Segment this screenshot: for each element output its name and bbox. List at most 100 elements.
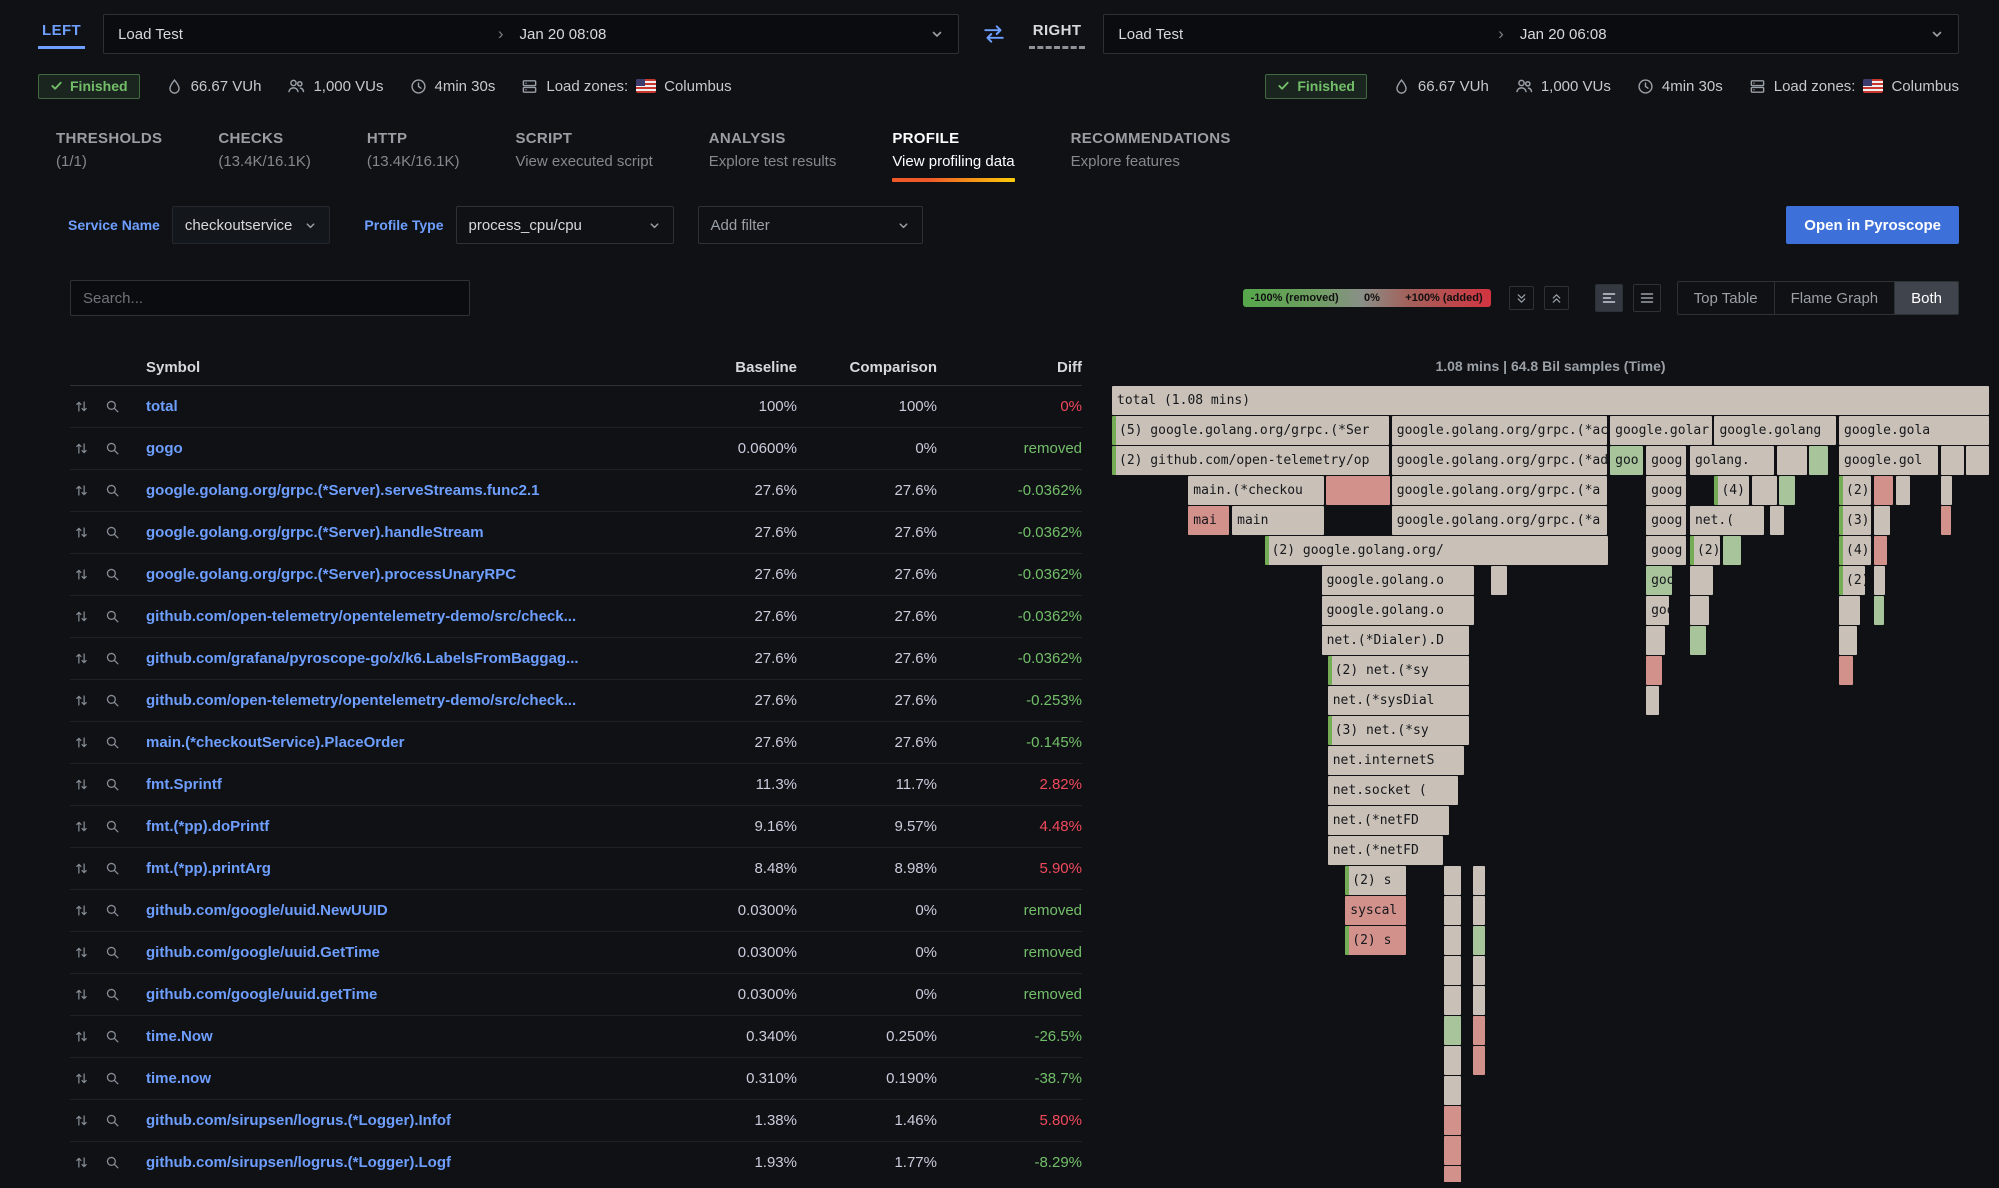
flame-block[interactable]: [1444, 1016, 1462, 1045]
flame-block[interactable]: goo: [1610, 446, 1643, 475]
flame-block[interactable]: [1896, 476, 1911, 505]
row-sandwich-icon[interactable]: [74, 567, 89, 582]
flame-block[interactable]: (2) google.golang.org/: [1264, 536, 1608, 565]
flame-block[interactable]: [1839, 656, 1854, 685]
row-search-icon[interactable]: [105, 483, 120, 498]
flame-block[interactable]: syscal: [1345, 896, 1406, 925]
flame-block[interactable]: (2): [1689, 536, 1720, 565]
row-search-icon[interactable]: [105, 399, 120, 414]
flame-block[interactable]: [1473, 896, 1485, 925]
row-search-icon[interactable]: [105, 567, 120, 582]
symbol-link[interactable]: time.now: [146, 1070, 212, 1087]
flame-block[interactable]: [1779, 476, 1796, 505]
flame-block[interactable]: goog: [1646, 536, 1687, 565]
tab-checks[interactable]: CHECKS (13.4K/16.1K): [218, 130, 311, 182]
flame-block[interactable]: [1689, 626, 1706, 655]
tab-recommendations[interactable]: RECOMMENDATIONS Explore features: [1071, 130, 1231, 182]
flame-block[interactable]: net.internetS: [1327, 746, 1464, 775]
expand-all-button[interactable]: [1543, 286, 1569, 310]
row-search-icon[interactable]: [105, 1155, 120, 1170]
flame-block[interactable]: (3) net.(*sy: [1327, 716, 1469, 745]
flame-block[interactable]: [1473, 1016, 1485, 1045]
view-mode-both[interactable]: Both: [1894, 282, 1958, 314]
symbol-link[interactable]: github.com/sirupsen/logrus.(*Logger).Log…: [146, 1154, 451, 1171]
flame-block[interactable]: [1874, 596, 1885, 625]
flame-block[interactable]: (3): [1839, 506, 1871, 535]
flame-block[interactable]: [1444, 1166, 1462, 1182]
row-sandwich-icon[interactable]: [74, 903, 89, 918]
flame-block[interactable]: (2) net.(*sy: [1327, 656, 1469, 685]
flame-block[interactable]: [1325, 476, 1390, 505]
row-sandwich-icon[interactable]: [74, 399, 89, 414]
symbol-link[interactable]: main.(*checkoutService).PlaceOrder: [146, 734, 405, 751]
flame-block[interactable]: google.gol: [1839, 446, 1939, 475]
flame-block[interactable]: [1689, 596, 1710, 625]
add-filter-select[interactable]: Add filter: [697, 206, 923, 244]
flame-block[interactable]: net.(*netFD: [1327, 836, 1443, 865]
flame-block[interactable]: google.golang.o: [1321, 566, 1475, 595]
row-search-icon[interactable]: [105, 1071, 120, 1086]
symbol-link[interactable]: github.com/sirupsen/logrus.(*Logger).Inf…: [146, 1112, 451, 1129]
flame-block[interactable]: [1646, 656, 1662, 685]
symbol-link[interactable]: total: [146, 398, 178, 415]
flame-block[interactable]: goo: [1646, 596, 1669, 625]
flame-block[interactable]: [1839, 626, 1857, 655]
symbol-link[interactable]: github.com/google/uuid.GetTime: [146, 944, 380, 961]
row-search-icon[interactable]: [105, 1029, 120, 1044]
flame-block[interactable]: [1473, 926, 1485, 955]
row-sandwich-icon[interactable]: [74, 987, 89, 1002]
row-sandwich-icon[interactable]: [74, 1029, 89, 1044]
row-search-icon[interactable]: [105, 945, 120, 960]
view-mode-top-table[interactable]: Top Table: [1693, 289, 1758, 307]
symbol-link[interactable]: github.com/open-telemetry/opentelemetry-…: [146, 692, 577, 709]
flame-block[interactable]: google.golang.org/grpc.(*ac: [1391, 416, 1608, 445]
flame-block[interactable]: (4): [1839, 536, 1871, 565]
tab-script[interactable]: SCRIPT View executed script: [515, 130, 652, 182]
symbol-link[interactable]: github.com/open-telemetry/opentelemetry-…: [146, 608, 577, 625]
profile-type-select[interactable]: process_cpu/cpu: [455, 206, 674, 244]
flame-block[interactable]: net.(*Dialer).D: [1321, 626, 1469, 655]
flame-block[interactable]: google.golar: [1610, 416, 1712, 445]
row-sandwich-icon[interactable]: [74, 777, 89, 792]
symbol-link[interactable]: github.com/google/uuid.NewUUID: [146, 902, 388, 919]
row-search-icon[interactable]: [105, 903, 120, 918]
flame-block[interactable]: google.golang.o: [1321, 596, 1475, 625]
search-input[interactable]: [70, 280, 470, 316]
left-run-select[interactable]: Load Test › Jan 20 08:08: [103, 14, 959, 54]
flame-block[interactable]: goo: [1646, 566, 1672, 595]
flame-block[interactable]: mai: [1188, 506, 1229, 535]
row-search-icon[interactable]: [105, 735, 120, 750]
flame-block[interactable]: [1723, 536, 1741, 565]
row-sandwich-icon[interactable]: [74, 945, 89, 960]
swap-runs-button[interactable]: [977, 22, 1011, 46]
flame-block[interactable]: google.golang.org/grpc.(*a: [1391, 506, 1608, 535]
flame-block[interactable]: [1769, 506, 1784, 535]
tab-analysis[interactable]: ANALYSIS Explore test results: [709, 130, 837, 182]
collapse-all-button[interactable]: [1508, 286, 1534, 310]
row-sandwich-icon[interactable]: [74, 1071, 89, 1086]
symbol-link[interactable]: fmt.Sprintf: [146, 776, 222, 793]
symbol-link[interactable]: github.com/google/uuid.getTime: [146, 986, 378, 1003]
row-sandwich-icon[interactable]: [74, 735, 89, 750]
flame-block[interactable]: net.(: [1689, 506, 1765, 535]
flame-block[interactable]: [1940, 476, 1953, 505]
symbol-link[interactable]: fmt.(*pp).printArg: [146, 860, 271, 877]
flame-block[interactable]: [1444, 986, 1462, 1015]
flame-block[interactable]: [1444, 896, 1462, 925]
flame-block[interactable]: google.golang.org/grpc.(*a: [1391, 476, 1608, 505]
flame-block[interactable]: goog: [1646, 476, 1687, 505]
flame-block[interactable]: (2) s: [1345, 926, 1406, 955]
flame-block[interactable]: google.gola: [1839, 416, 1989, 445]
flame-block[interactable]: (5) google.golang.org/grpc.(*Ser: [1112, 416, 1390, 445]
row-search-icon[interactable]: [105, 987, 120, 1002]
row-sandwich-icon[interactable]: [74, 693, 89, 708]
flame-block[interactable]: [1874, 476, 1894, 505]
tab-profile[interactable]: PROFILE View profiling data: [892, 130, 1015, 182]
col-symbol[interactable]: Symbol: [146, 359, 201, 376]
flame-block[interactable]: [1473, 1046, 1485, 1075]
flame-block[interactable]: [1473, 866, 1485, 895]
symbol-link[interactable]: time.Now: [146, 1028, 213, 1045]
flame-block[interactable]: [1444, 1076, 1462, 1105]
flame-block[interactable]: [1874, 506, 1890, 535]
row-search-icon[interactable]: [105, 525, 120, 540]
